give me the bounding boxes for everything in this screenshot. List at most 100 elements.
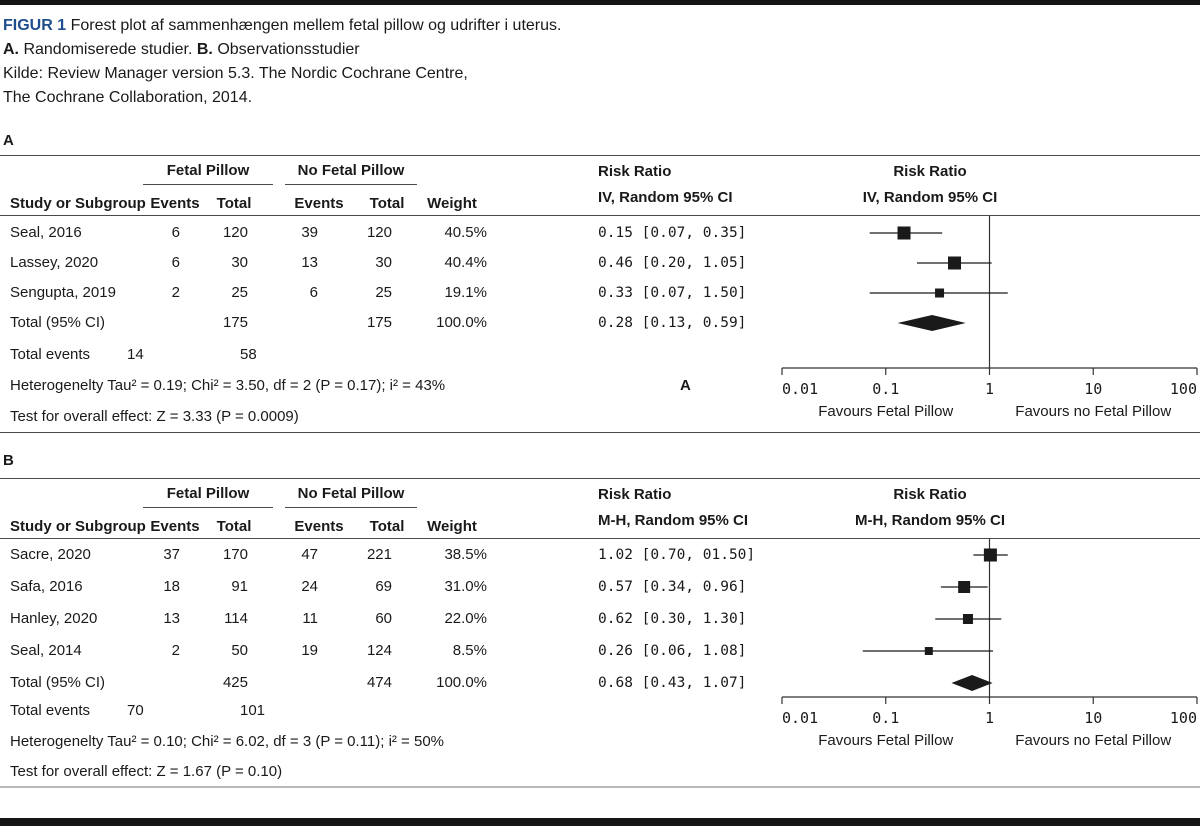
effect-square <box>962 614 973 624</box>
bottom-rule-bar <box>0 818 1200 826</box>
rr-plot-header-line1: Risk Ratio <box>893 163 967 180</box>
cell-weight: 8.5% <box>452 642 487 659</box>
total-row-total: 474 <box>366 674 392 691</box>
cell-total: 170 <box>222 546 248 563</box>
panel-label: B <box>3 452 14 469</box>
cell-weight: 31.0% <box>444 578 487 595</box>
cell-events: 2 <box>171 284 180 301</box>
column-header-total: Total <box>216 518 252 535</box>
column-header-events: Events <box>294 195 344 212</box>
total-events-label: Total events <box>10 346 91 363</box>
favours-right-label: Favours no Fetal Pillow <box>1015 732 1171 749</box>
group-header-fetal-pillow: Fetal Pillow <box>166 485 250 502</box>
total-events-value: 58 <box>240 346 257 363</box>
table-rule-bottom <box>0 432 1200 433</box>
cell-total: 30 <box>231 254 248 271</box>
cell-rr-ci: 0.57 [0.34, 0.96] <box>598 579 747 595</box>
cell-weight: 40.5% <box>444 224 487 241</box>
table-rule-header <box>0 538 1200 539</box>
cell-total: 221 <box>366 546 392 563</box>
total-events-value: 101 <box>240 702 266 719</box>
figure-title: Forest plot af sammenhængen mellem fetal… <box>66 17 562 34</box>
group-header-no-fetal-pillow: No Fetal Pillow <box>297 485 405 502</box>
cell-events: 37 <box>163 546 180 563</box>
bottom-divider <box>0 786 1200 788</box>
effect-square <box>958 581 971 593</box>
top-rule-bar <box>0 0 1200 5</box>
heterogeneity-text: Heterogenelty Tau² = 0.10; Chi² = 6.02, … <box>10 733 445 750</box>
group-underline <box>285 507 417 508</box>
axis-tick-label: 1 <box>985 709 994 727</box>
group-underline <box>285 184 417 185</box>
effect-square <box>897 226 911 240</box>
cell-total: 25 <box>231 284 248 301</box>
cell-rr-ci: 0.46 [0.20, 1.05] <box>598 255 747 271</box>
favours-left-label: Favours Fetal Pillow <box>818 403 953 420</box>
column-header-events: Events <box>294 518 344 535</box>
cell-rr-ci: 0.15 [0.07, 0.35] <box>598 225 747 241</box>
source-line-2: The Cochrane Collaboration, 2014. <box>3 89 253 106</box>
cell-study: Seal, 2016 <box>10 224 82 241</box>
cell-total: 91 <box>231 578 248 595</box>
cell-events: 18 <box>163 578 180 595</box>
total-row-total: 175 <box>366 314 392 331</box>
cell-study: Sacre, 2020 <box>10 546 91 563</box>
figure-caption: FIGUR 1 Forest plot af sammenhængen mell… <box>3 14 561 110</box>
summary-diamond <box>951 675 993 691</box>
inner-panel-label: A <box>680 377 691 394</box>
table-rule-top <box>0 478 1200 479</box>
column-header-study: Study or Subgroup <box>10 195 146 212</box>
total-row-weight: 100.0% <box>436 314 487 331</box>
total-row-total: 175 <box>222 314 248 331</box>
column-header-total: Total <box>369 518 405 535</box>
column-header-events: Events <box>150 518 200 535</box>
axis-tick-label: 0.1 <box>872 380 899 398</box>
group-underline <box>143 184 273 185</box>
cell-events: 6 <box>309 284 318 301</box>
source-line-1: Kilde: Review Manager version 5.3. The N… <box>3 65 468 82</box>
column-header-total: Total <box>369 195 405 212</box>
subtitle-a-text: Randomiserede studier. <box>19 41 197 58</box>
column-header-total: Total <box>216 195 252 212</box>
summary-diamond <box>897 315 966 331</box>
total-events-value: 70 <box>127 702 144 719</box>
caption-line-2: A. Randomiserede studier. B. Observation… <box>3 38 561 62</box>
forest-plot-b: 0.01 0.1 1 10 100 Favours Fetal Pillow Favours… <box>781 539 1198 749</box>
cell-rr-ci: 0.62 [0.30, 1.30] <box>598 611 747 627</box>
cell-rr-ci: 0.33 [0.07, 1.50] <box>598 285 747 301</box>
column-header-weight: Weight <box>427 518 477 535</box>
caption-line-1: FIGUR 1 Forest plot af sammenhængen mell… <box>3 14 561 38</box>
rr-header-line2: IV, Random 95% CI <box>598 189 733 206</box>
total-events-label: Total events <box>10 702 91 719</box>
heterogeneity-text: Heterogenelty Tau² = 0.19; Chi² = 3.50, … <box>10 377 446 394</box>
total-row-label: Total (95% CI) <box>10 674 106 691</box>
cell-study: Sengupta, 2019 <box>10 284 116 301</box>
cell-weight: 38.5% <box>444 546 487 563</box>
rr-header-line2: M-H, Random 95% CI <box>598 512 749 529</box>
rr-plot-header-line1: Risk Ratio <box>893 486 967 503</box>
cell-total: 124 <box>366 642 392 659</box>
total-row-total: 425 <box>222 674 248 691</box>
cell-events: 19 <box>301 642 318 659</box>
subtitle-b-text: Observationsstudier <box>212 41 360 58</box>
effect-square <box>924 647 933 655</box>
cell-events: 6 <box>171 254 180 271</box>
forest-plot-a: 0.01 0.1 1 10 100 Favours Fetal Pillow Favours… <box>781 216 1198 420</box>
rr-header-line1: Risk Ratio <box>598 486 672 503</box>
cell-weight: 22.0% <box>444 610 487 627</box>
effect-square <box>935 288 945 298</box>
cell-total: 30 <box>375 254 392 271</box>
axis-tick-label: 10 <box>1084 709 1102 727</box>
cell-total: 25 <box>375 284 392 301</box>
cell-events: 13 <box>301 254 318 271</box>
axis-tick-label: 100 <box>1170 380 1197 398</box>
column-header-weight: Weight <box>427 195 477 212</box>
favours-left-label: Favours Fetal Pillow <box>818 732 953 749</box>
column-header-events: Events <box>150 195 200 212</box>
axis-tick-label: 0.01 <box>782 709 818 727</box>
rr-plot-header-line2: IV, Random 95% CI <box>862 189 998 206</box>
axis-tick-label: 0.1 <box>872 709 899 727</box>
table-rule-header <box>0 215 1200 216</box>
overall-effect-text: Test for overall effect: Z = 3.33 (P = 0… <box>10 408 299 425</box>
